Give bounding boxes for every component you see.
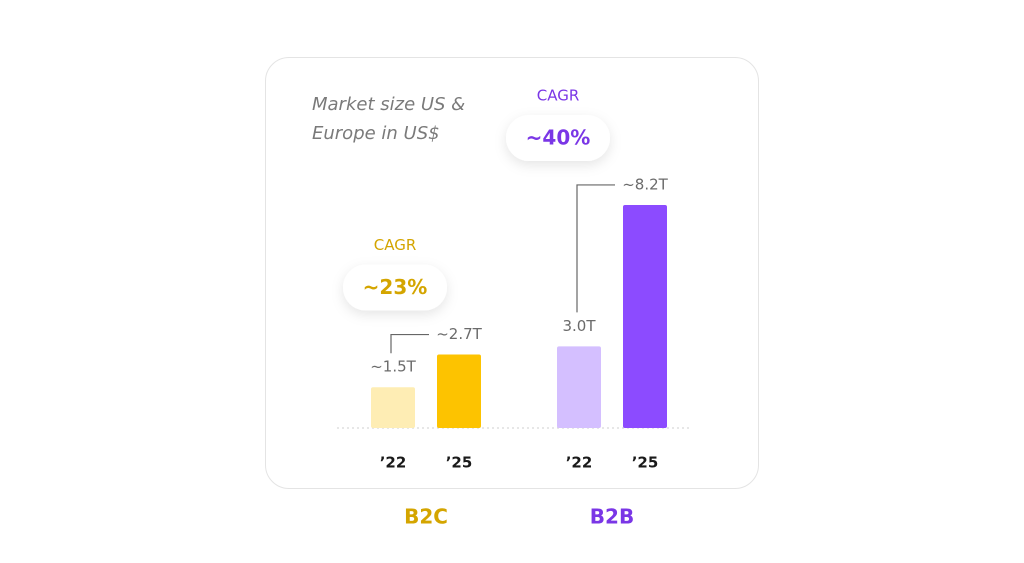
cagr-value: ~23%	[363, 275, 428, 299]
x-tick-label: ’22	[566, 454, 593, 472]
connector	[390, 333, 429, 354]
x-tick-label: ’22	[380, 454, 407, 472]
group-label: B2C	[404, 505, 448, 529]
bar	[623, 204, 667, 428]
chart-title: Market size US & Europe in US$	[312, 94, 466, 144]
value-label: 3.0T	[562, 317, 596, 335]
value-label: ~1.5T	[370, 358, 416, 376]
value-label: ~8.2T	[622, 175, 668, 193]
cagr-pill	[343, 264, 447, 311]
cagr-pill	[506, 114, 610, 161]
cagr-title: CAGR	[374, 236, 417, 254]
x-tick-label: ’25	[632, 454, 659, 472]
bar	[557, 346, 601, 428]
cagr-title: CAGR	[537, 86, 580, 104]
group-label: B2B	[590, 505, 634, 529]
bar	[437, 354, 481, 428]
x-tick-label: ’25	[446, 454, 473, 472]
bar	[371, 387, 415, 428]
value-label: ~2.7T	[436, 325, 482, 343]
connector	[576, 184, 615, 313]
cagr-value: ~40%	[526, 125, 591, 149]
